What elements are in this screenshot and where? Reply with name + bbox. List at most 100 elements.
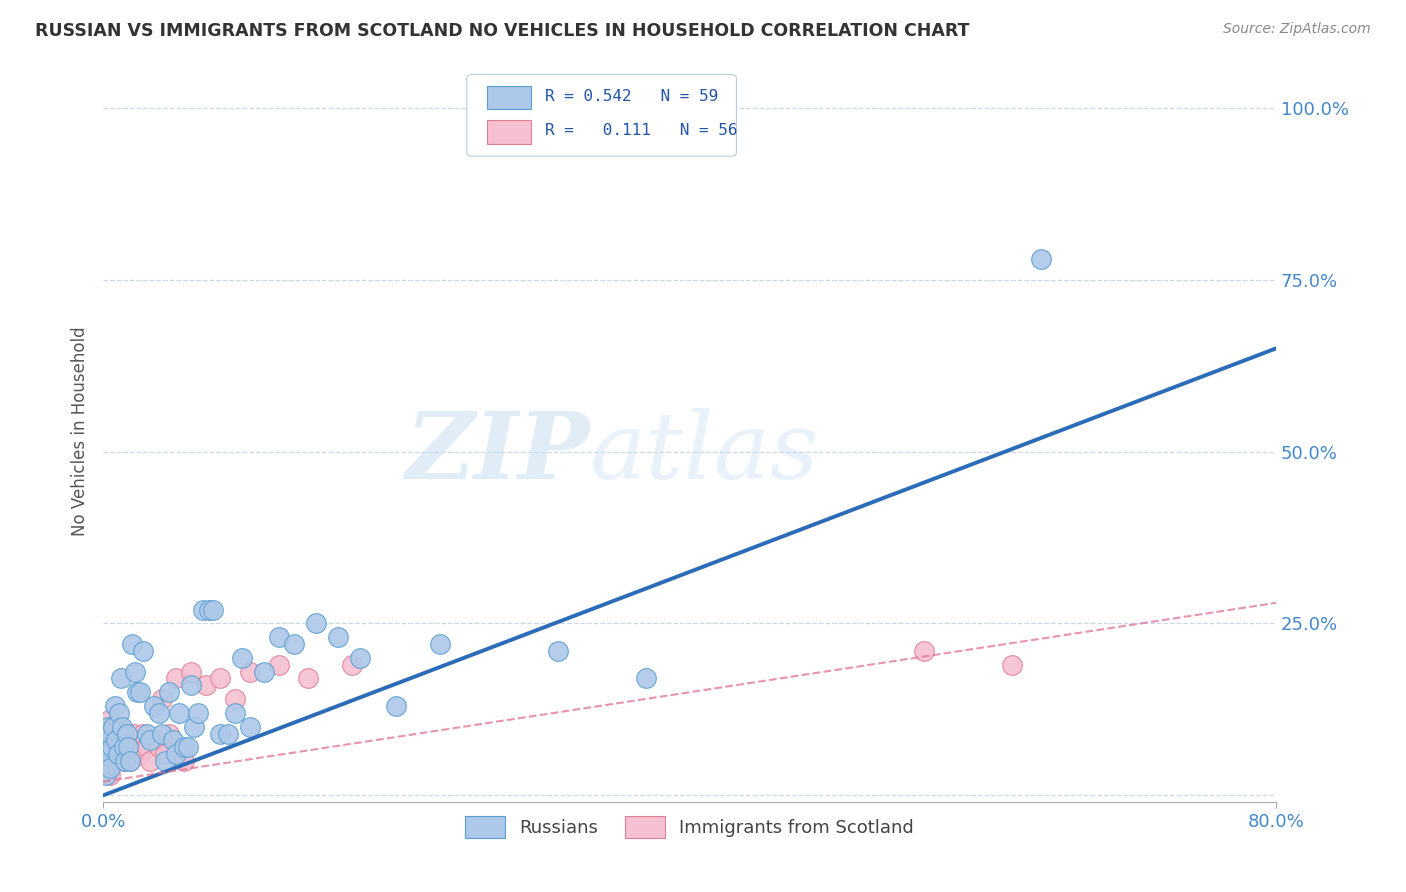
Point — [342, 657, 364, 672]
Point — [912, 644, 935, 658]
Point — [115, 726, 138, 740]
Point — [94, 754, 117, 768]
Point — [110, 747, 132, 761]
Point — [120, 740, 142, 755]
Point — [283, 637, 305, 651]
Point — [157, 685, 180, 699]
Point — [98, 747, 121, 761]
Text: R =   0.111   N = 56: R = 0.111 N = 56 — [546, 123, 738, 138]
Point — [128, 685, 150, 699]
Point — [111, 726, 134, 740]
Point — [118, 754, 141, 768]
Point — [231, 651, 253, 665]
Point — [96, 761, 118, 775]
Point — [173, 754, 195, 768]
Point — [187, 706, 209, 720]
FancyBboxPatch shape — [467, 74, 737, 156]
Point — [96, 720, 118, 734]
Point — [139, 733, 162, 747]
Point — [1001, 657, 1024, 672]
Point — [98, 713, 121, 727]
Point — [114, 754, 136, 768]
Point — [110, 672, 132, 686]
Point — [173, 740, 195, 755]
Point — [209, 672, 232, 686]
Point — [124, 740, 146, 755]
Point — [117, 733, 139, 747]
Point — [101, 740, 124, 755]
Text: Source: ZipAtlas.com: Source: ZipAtlas.com — [1223, 22, 1371, 37]
Point — [117, 740, 139, 755]
Point — [157, 726, 180, 740]
Point — [1031, 252, 1053, 266]
Point — [267, 657, 290, 672]
Point — [180, 678, 202, 692]
Point — [100, 740, 122, 755]
Point — [209, 726, 232, 740]
Point — [143, 733, 166, 747]
Point — [122, 726, 145, 740]
Point — [107, 720, 129, 734]
Point — [121, 637, 143, 651]
Point — [224, 692, 246, 706]
Point — [267, 630, 290, 644]
Point — [93, 754, 115, 768]
Point — [94, 733, 117, 747]
Point — [107, 733, 129, 747]
Point — [132, 644, 155, 658]
Point — [104, 698, 127, 713]
Point — [429, 637, 451, 651]
Point — [100, 726, 122, 740]
Point — [197, 603, 219, 617]
Point — [103, 720, 125, 734]
Point — [150, 726, 173, 740]
Point — [100, 761, 122, 775]
Legend: Russians, Immigrants from Scotland: Russians, Immigrants from Scotland — [458, 809, 921, 846]
Text: atlas: atlas — [591, 409, 820, 499]
Point — [94, 720, 117, 734]
Point — [101, 733, 124, 747]
Point — [165, 747, 187, 761]
Point — [100, 761, 122, 775]
Point — [107, 747, 129, 761]
Point — [136, 740, 159, 755]
Point — [165, 672, 187, 686]
Point — [101, 754, 124, 768]
Point — [93, 761, 115, 775]
Point — [93, 747, 115, 761]
Point — [148, 706, 170, 720]
Point — [98, 747, 121, 761]
Point — [148, 740, 170, 755]
Point — [108, 706, 131, 720]
Point — [202, 603, 225, 617]
Point — [547, 644, 569, 658]
Point — [112, 740, 135, 755]
Point — [128, 747, 150, 761]
Point — [183, 720, 205, 734]
Point — [127, 733, 149, 747]
Point — [139, 754, 162, 768]
Point — [349, 651, 371, 665]
Point — [103, 747, 125, 761]
Point — [224, 706, 246, 720]
Bar — [486, 86, 531, 110]
Point — [105, 733, 128, 747]
Point — [194, 678, 217, 692]
Point — [136, 726, 159, 740]
Point — [634, 672, 657, 686]
Point — [125, 685, 148, 699]
Point — [104, 740, 127, 755]
Point — [297, 672, 319, 686]
Point — [94, 768, 117, 782]
Point — [217, 726, 239, 740]
Point — [305, 616, 328, 631]
Point — [124, 665, 146, 679]
Point — [115, 747, 138, 761]
Point — [239, 665, 262, 679]
Point — [96, 740, 118, 755]
Text: ZIP: ZIP — [405, 409, 591, 499]
Point — [385, 698, 408, 713]
Point — [104, 754, 127, 768]
Point — [111, 720, 134, 734]
Point — [96, 740, 118, 755]
